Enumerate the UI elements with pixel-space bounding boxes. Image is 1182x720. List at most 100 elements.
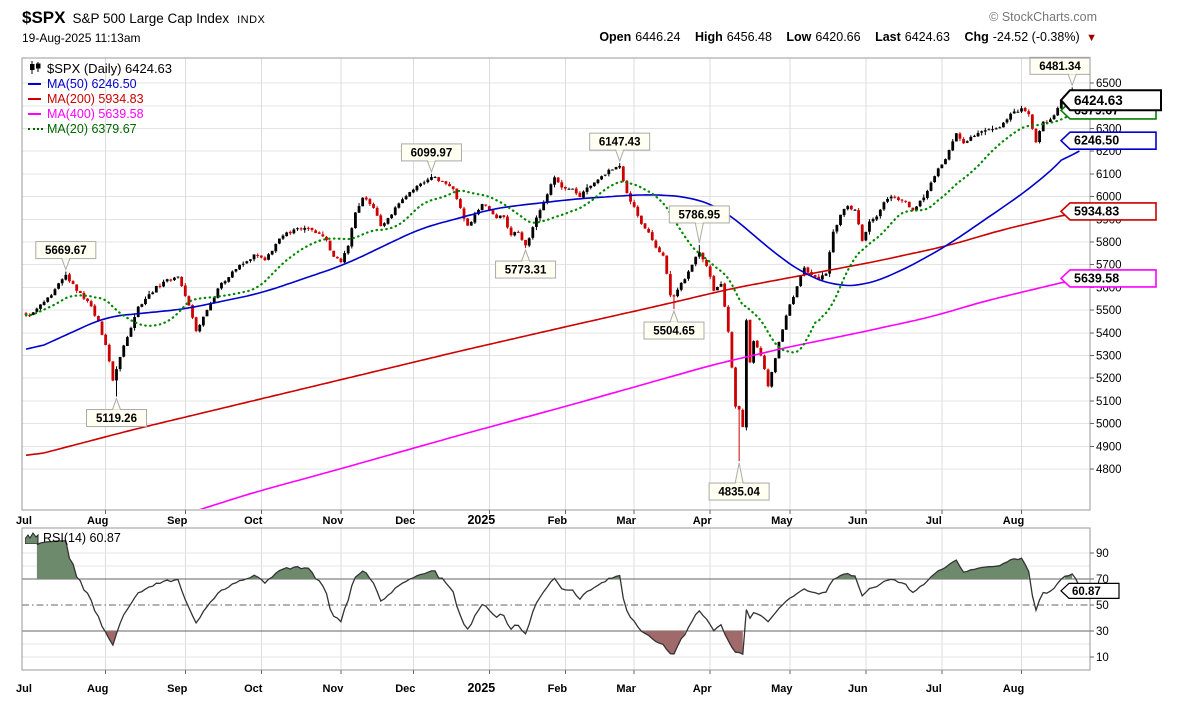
annotation-callout: 5504.65 — [643, 309, 705, 340]
last-label: Last — [875, 30, 901, 44]
svg-text:30: 30 — [1096, 626, 1109, 638]
svg-text:May: May — [771, 515, 793, 527]
svg-text:6099.97: 6099.97 — [411, 147, 453, 159]
legend-row-ma400: MA(400) 5639.58 — [28, 106, 172, 121]
time-axis: Jul Aug Sep Oct Nov Dec 2025 Feb Mar Apr May Jun Jul… — [16, 510, 1024, 527]
low-value: 6420.66 — [815, 30, 861, 44]
svg-text:90: 90 — [1096, 548, 1109, 560]
annotation-callout: 5773.31 — [495, 248, 557, 279]
svg-text:Apr: Apr — [693, 683, 713, 695]
legend-label: MA(50) 6246.50 — [47, 76, 137, 91]
svg-text:Jun: Jun — [848, 515, 868, 527]
svg-text:5300: 5300 — [1096, 351, 1122, 363]
svg-text:6500: 6500 — [1096, 78, 1122, 90]
legend-label: MA(400) 5639.58 — [47, 106, 144, 121]
rsi-oversold-fill — [641, 631, 685, 654]
dotted-line-icon — [28, 127, 44, 130]
line-icon — [28, 97, 44, 100]
svg-text:2025: 2025 — [467, 513, 495, 527]
rsi-overbought-fill — [355, 571, 370, 579]
rsi-legend-label: RSI(14) 60.87 — [43, 531, 121, 545]
svg-text:4835.04: 4835.04 — [718, 487, 760, 499]
svg-text:Oct: Oct — [244, 683, 263, 695]
rsi-line — [36, 540, 1080, 656]
price-tag-6424.63: 6424.63 — [1059, 89, 1162, 112]
annotation-callout: 6099.97 — [400, 143, 462, 174]
legend-row-ma50: MA(50) 6246.50 — [28, 76, 172, 91]
annotation-callout: 4835.04 — [708, 462, 770, 501]
svg-text:Sep: Sep — [167, 683, 187, 695]
high-label: High — [694, 30, 723, 44]
high-value: 6456.48 — [726, 30, 772, 44]
annotation-callout: 6481.34 — [1029, 56, 1091, 87]
candlestick-series — [24, 87, 1081, 462]
svg-text:6000: 6000 — [1096, 192, 1122, 204]
svg-text:2025: 2025 — [467, 681, 495, 695]
legend-label: MA(20) 6379.67 — [47, 121, 137, 136]
ticker-line: $SPX S&P 500 Large Cap Index INDX — [22, 8, 265, 28]
svg-text:Apr: Apr — [693, 515, 713, 527]
svg-text:5400: 5400 — [1096, 328, 1122, 340]
time-axis: Jul Aug Sep Oct Nov Dec 2025 Feb Mar Apr May Jun Jul… — [16, 670, 1024, 695]
last-value: 6424.63 — [904, 30, 950, 44]
svg-text:Jun: Jun — [848, 683, 868, 695]
chg-label: Chg — [964, 30, 989, 44]
chg-value: -24.52 (-0.38%) — [992, 30, 1080, 44]
svg-text:Feb: Feb — [548, 683, 568, 695]
svg-text:Nov: Nov — [323, 683, 345, 695]
svg-text:May: May — [771, 683, 793, 695]
chart-datetime: 19-Aug-2025 11:13am — [22, 31, 141, 45]
svg-text:10: 10 — [1096, 652, 1109, 664]
svg-text:Jul: Jul — [16, 515, 32, 527]
svg-text:Nov: Nov — [323, 515, 345, 527]
svg-text:Dec: Dec — [395, 683, 415, 695]
annotation-callout: 6147.43 — [589, 132, 651, 163]
open-label: Open — [599, 30, 632, 44]
svg-text:Sep: Sep — [167, 515, 187, 527]
svg-text:5200: 5200 — [1096, 373, 1122, 385]
line-icon — [28, 82, 44, 85]
ma-line-20 — [24, 110, 1081, 354]
svg-text:5504.65: 5504.65 — [653, 326, 695, 338]
svg-text:5700: 5700 — [1096, 260, 1122, 272]
rsi-overbought-fill — [36, 540, 77, 579]
exchange-tag: INDX — [237, 14, 266, 26]
svg-text:5786.95: 5786.95 — [679, 209, 721, 221]
svg-text:5773.31: 5773.31 — [505, 265, 547, 277]
rsi-oversold-fill — [724, 631, 743, 655]
ma-line-200 — [25, 212, 1080, 457]
chart-header: $SPX S&P 500 Large Cap Index INDX 19-Aug-2… — [0, 0, 1182, 56]
annotation-callout: 5786.95 — [668, 205, 730, 244]
price-tag-5934.83: 5934.83 — [1059, 202, 1157, 221]
svg-text:Aug: Aug — [87, 683, 108, 695]
svg-text:Oct: Oct — [244, 515, 263, 527]
annotation-callout: 5119.26 — [86, 397, 147, 428]
svg-text:5119.26: 5119.26 — [96, 413, 137, 425]
svg-text:5639.58: 5639.58 — [1074, 271, 1119, 285]
svg-text:50: 50 — [1096, 600, 1109, 612]
svg-text:Dec: Dec — [395, 515, 415, 527]
svg-text:6481.34: 6481.34 — [1039, 61, 1081, 73]
quote-line: Open 6446.24 High 6456.48 Low 6420.66 Last 6… — [588, 30, 1097, 44]
rsi-overbought-fill — [836, 573, 855, 579]
low-label: Low — [786, 30, 812, 44]
svg-text:4800: 4800 — [1096, 464, 1122, 476]
svg-text:Aug: Aug — [1003, 515, 1024, 527]
ma-line-400 — [199, 279, 1080, 509]
rsi-legend: RSI(14) 60.87 — [25, 531, 121, 545]
price-tag-5639.58: 5639.58 — [1059, 269, 1157, 288]
svg-text:5500: 5500 — [1096, 305, 1122, 317]
svg-text:5000: 5000 — [1096, 419, 1122, 431]
legend-label: MA(200) 5934.83 — [47, 91, 144, 106]
ma-line-50 — [25, 150, 1080, 350]
svg-text:6246.50: 6246.50 — [1074, 134, 1119, 148]
svg-text:Jul: Jul — [926, 515, 942, 527]
svg-text:5100: 5100 — [1096, 396, 1122, 408]
candlestick-icon — [28, 60, 44, 77]
svg-text:6424.63: 6424.63 — [1074, 93, 1123, 108]
overlay-legend: $SPX (Daily) 6424.63 MA(50) 6246.50 MA(200… — [28, 60, 172, 136]
rsi-overbought-fill — [413, 570, 443, 579]
svg-text:6100: 6100 — [1096, 169, 1122, 181]
